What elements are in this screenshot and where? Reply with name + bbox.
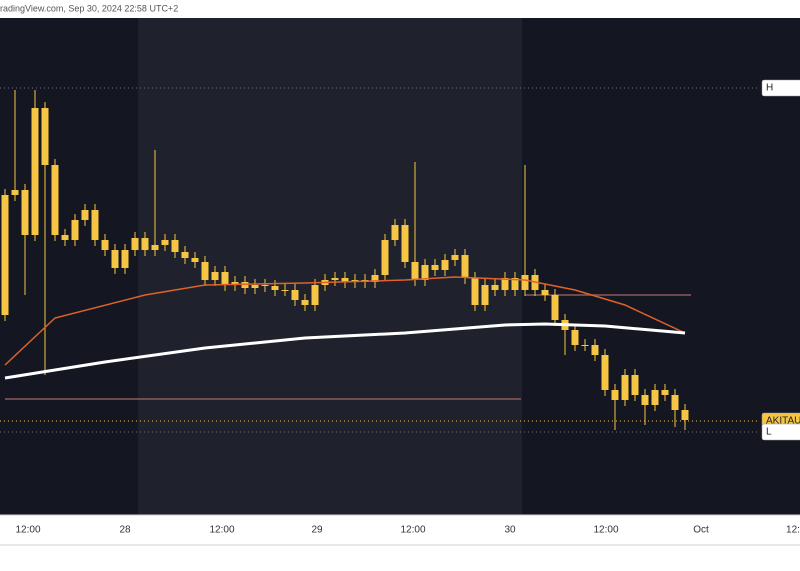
candle-body: [461, 255, 469, 278]
time-label: 12:00: [209, 525, 234, 536]
candle-body: [381, 240, 389, 275]
candle-body: [201, 262, 209, 280]
time-label: 12:00: [400, 525, 425, 536]
candle-body: [1, 195, 9, 315]
candle-body: [401, 225, 409, 262]
candle-body: [21, 190, 29, 235]
candle-body: [521, 275, 529, 290]
candle-body: [551, 295, 559, 320]
candle-body: [641, 395, 649, 405]
candle-body: [291, 290, 299, 300]
candle-body: [661, 390, 669, 395]
candle-body: [111, 250, 119, 268]
candle-body: [371, 275, 379, 282]
level-label: L: [766, 427, 772, 438]
candle-body: [651, 390, 659, 405]
candle-body: [431, 265, 439, 270]
candle-body: [71, 220, 79, 240]
time-label: 12:00: [15, 525, 40, 536]
candle-body: [611, 390, 619, 400]
time-label: 30: [504, 525, 516, 536]
candle-body: [681, 410, 689, 420]
header: radingView.com, Sep 30, 2024 22:58 UTC+2: [0, 3, 178, 13]
candle-body: [421, 265, 429, 280]
candle-body: [171, 240, 179, 252]
candle-body: [91, 210, 99, 240]
candle-body: [451, 255, 459, 260]
candle-body: [571, 330, 579, 345]
level-label: AKITAU: [766, 416, 800, 427]
candle-body: [121, 250, 129, 268]
candle-body: [241, 282, 249, 288]
candle-body: [81, 210, 89, 220]
candle-body: [41, 108, 49, 165]
candle-body: [101, 240, 109, 250]
candle-body: [61, 235, 69, 240]
candle-body: [511, 278, 519, 290]
candle-body: [271, 286, 279, 290]
candle-body: [621, 375, 629, 400]
candle-body: [261, 285, 269, 286]
candle-body: [631, 375, 639, 395]
candle-body: [11, 190, 19, 195]
candle-body: [601, 355, 609, 390]
candle-body: [181, 252, 189, 258]
candle-body: [141, 238, 149, 250]
candle-body: [541, 290, 549, 295]
candle-body: [161, 240, 169, 245]
candle-body: [331, 278, 339, 280]
candle-body: [671, 395, 679, 410]
candle-body: [471, 278, 479, 305]
level-label: H: [766, 83, 773, 94]
candle-body: [51, 165, 59, 235]
candle-body: [151, 245, 159, 250]
level-badge: [761, 423, 800, 441]
candle-body: [341, 278, 349, 282]
moving-average: [4, 322, 686, 380]
candle-body: [501, 278, 509, 290]
time-label: Oct: [693, 525, 709, 536]
candle-body: [581, 345, 589, 346]
candle-body: [231, 282, 239, 285]
candle-body: [131, 238, 139, 250]
candle-body: [491, 285, 499, 290]
candle-body: [211, 272, 219, 280]
moving-average: [4, 276, 686, 366]
time-label: 12:: [786, 525, 800, 536]
level-badge: [761, 79, 800, 97]
candle-body: [251, 285, 259, 288]
candle-body: [221, 272, 229, 285]
candle-body: [441, 260, 449, 270]
candle-body: [301, 300, 309, 305]
candle-body: [31, 108, 39, 235]
candle-body: [281, 290, 289, 291]
candle-body: [391, 225, 399, 240]
time-label: 12:00: [593, 525, 618, 536]
candle-body: [411, 262, 419, 280]
candle-body: [191, 258, 199, 262]
candle-body: [481, 285, 489, 305]
time-label: 29: [311, 525, 323, 536]
time-label: 28: [119, 525, 131, 536]
candle-body: [591, 345, 599, 355]
candle-body: [311, 285, 319, 305]
